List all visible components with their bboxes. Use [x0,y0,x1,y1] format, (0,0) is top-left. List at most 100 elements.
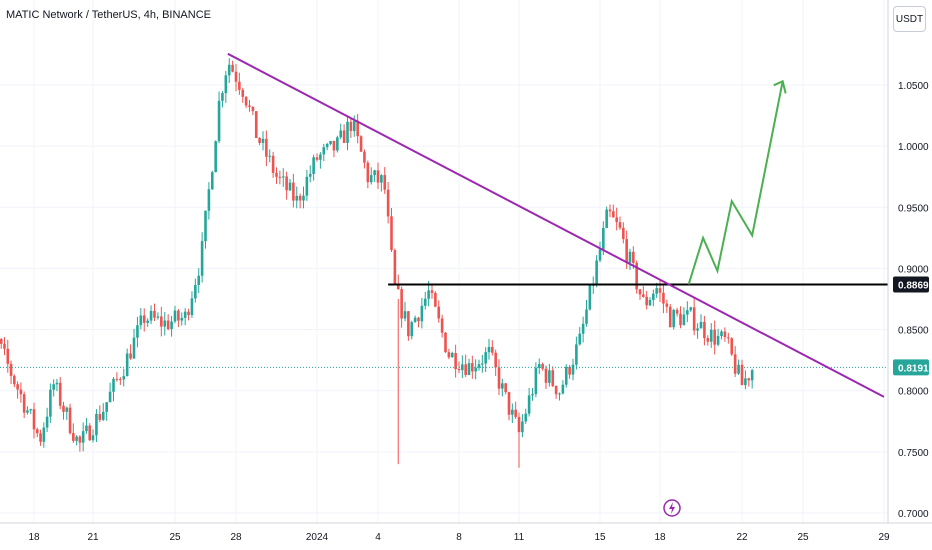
candle [217,91,221,144]
candle [251,106,255,116]
candle-body [227,64,231,76]
candle-body [122,376,126,380]
candle-body [517,416,521,433]
candle-body [98,413,102,420]
candle-body [302,195,305,201]
candle-body [305,176,309,196]
candle [200,232,204,283]
candle [672,308,675,330]
candle-body [136,325,139,338]
candle-body [221,93,224,101]
candle [608,204,612,218]
candle-body [359,136,363,152]
candle-body [3,343,6,349]
candle [35,427,39,438]
candle-body [444,332,447,353]
candle-body [356,120,359,137]
candle [622,222,625,244]
candle [329,140,332,146]
candle-body [713,329,716,345]
candle-body [682,314,686,326]
candle [65,406,69,420]
candle [210,170,214,190]
descending-trendline [227,52,885,398]
candle [568,364,571,379]
x-tick-label: 22 [736,532,748,543]
candle-body [288,182,292,191]
candle [534,362,538,398]
candle [386,182,390,224]
candle-body [537,364,541,368]
candle [26,406,29,415]
candle-body [625,239,628,263]
candle [88,423,92,441]
candle-body [261,138,265,143]
candle [662,284,665,314]
candle-body [668,306,672,328]
candle-body [618,222,622,228]
candle [258,137,261,146]
currency-button[interactable]: USDT [893,6,926,32]
projection-arrow-head [773,79,787,94]
candle [487,339,491,360]
candle-body [281,176,285,178]
x-tick-label: 2024 [306,532,329,543]
candle-body [430,290,434,293]
candle [709,323,713,348]
candle [281,168,285,187]
candle [668,303,672,328]
candle [45,407,49,433]
candle-body [645,296,648,306]
candle-body [217,100,221,142]
candle-body [491,346,494,353]
candle [537,358,541,375]
candle-body [132,337,136,359]
candle-body [723,331,727,338]
candle-body [0,339,3,344]
candle [98,405,102,423]
candle-body [278,176,282,178]
candle [332,140,336,158]
candle-body [19,389,23,395]
level-price-tag-bg [893,276,929,293]
y-tick-label: 0.8000 [898,387,929,398]
lightning-icon[interactable] [663,499,681,517]
candle [49,383,52,423]
candle [598,241,602,263]
candle-body [564,366,568,385]
candle-body [339,130,343,138]
candle [612,204,615,218]
candle-body [156,316,160,318]
candle [81,422,85,452]
candle-body [692,307,696,331]
candle-body [423,298,427,306]
candle [366,160,370,189]
candle [575,336,578,370]
candle-body [112,378,115,392]
candle [564,364,568,388]
candle [339,123,343,140]
candle [733,346,737,378]
candle-body [180,317,184,321]
candle [302,186,305,209]
candle [52,379,55,397]
candle [55,378,59,392]
candle [393,248,397,286]
candle [346,116,349,151]
candle-body [396,283,400,290]
lightning-icon-bolt [669,502,675,514]
candle-body [170,321,173,330]
candle-body [177,310,180,321]
x-tick-label: 25 [797,532,809,543]
x-tick-label: 18 [654,532,666,543]
candle [275,167,278,184]
candle-body [575,344,578,365]
candle [3,337,6,356]
candle [234,63,238,92]
candle-body [534,367,538,395]
candle [423,291,427,310]
candle [58,377,62,410]
candle-body [652,293,655,300]
candle [349,118,353,139]
